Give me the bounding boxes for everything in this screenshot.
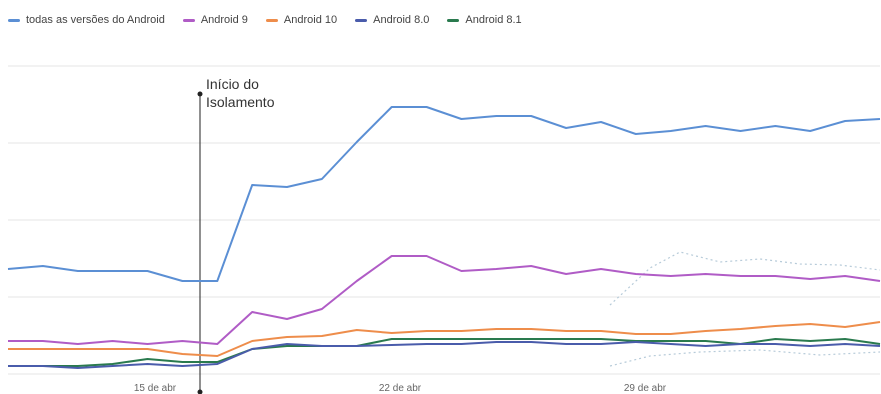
legend-item-0[interactable]: todas as versões do Android bbox=[8, 14, 165, 26]
legend-swatch bbox=[182, 18, 195, 22]
annotation-marker-dot bbox=[197, 91, 203, 97]
ghost-line-2 bbox=[609, 349, 881, 367]
series-line-1 bbox=[8, 255, 881, 345]
x-tick-label-0: 15 de abr bbox=[134, 383, 177, 394]
legend-label: Android 9 bbox=[200, 14, 248, 26]
legend-label: Android 8.1 bbox=[465, 14, 522, 26]
series-line-0 bbox=[7, 106, 881, 282]
legend-swatch bbox=[447, 18, 460, 22]
legend-item-4[interactable]: Android 8.1 bbox=[447, 14, 522, 26]
series-line-2 bbox=[8, 321, 881, 357]
legend-item-1[interactable]: Android 9 bbox=[182, 14, 248, 26]
legend-label: Android 10 bbox=[283, 14, 338, 26]
legend-label: Android 8.0 bbox=[373, 14, 430, 26]
legend-label: todas as versões do Android bbox=[26, 14, 165, 26]
legend-swatch bbox=[265, 18, 278, 22]
series-line-3 bbox=[8, 341, 881, 369]
ghost-line-1 bbox=[609, 251, 881, 306]
legend-swatch bbox=[355, 18, 368, 22]
annotation-label-line1: Início do bbox=[206, 76, 259, 92]
legend-item-3[interactable]: Android 8.0 bbox=[355, 14, 429, 26]
legend-swatch bbox=[8, 18, 20, 22]
legend: todas as versões do Android Android 9 Andr… bbox=[8, 14, 522, 26]
x-tick-label-1: 22 de abr bbox=[379, 383, 422, 394]
x-tick-label-2: 29 de abr bbox=[624, 383, 667, 394]
annotation-marker-dot-bottom bbox=[197, 389, 203, 394]
annotation-label-line2: Isolamento bbox=[206, 94, 275, 110]
legend-item-2[interactable]: Android 10 bbox=[265, 14, 338, 26]
